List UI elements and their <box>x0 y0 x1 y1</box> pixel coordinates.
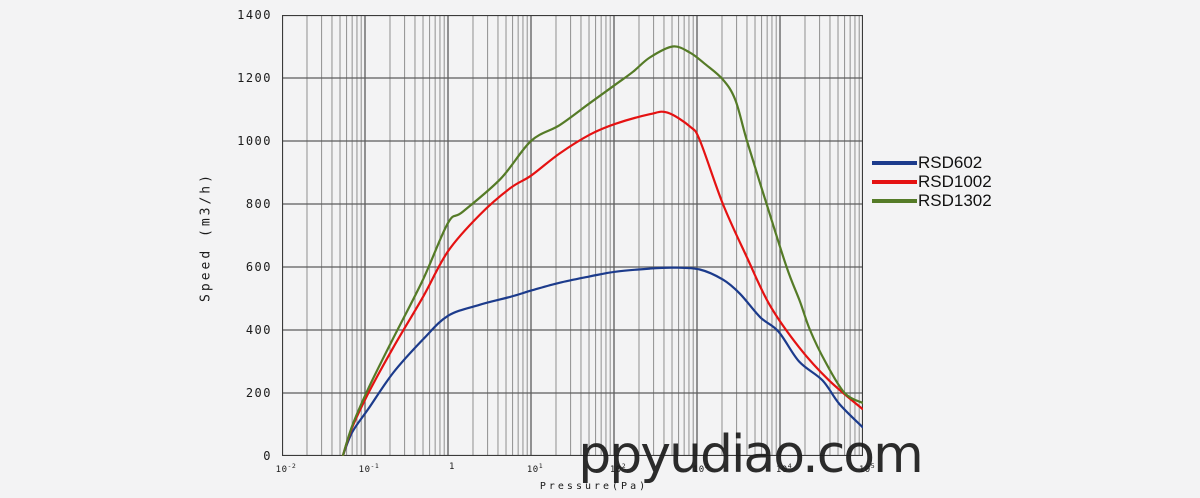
y-tick-label-600: 600 <box>245 260 272 274</box>
y-tick-label-400: 400 <box>245 323 272 337</box>
plot-area <box>282 15 863 456</box>
legend-item-rsd1302: RSD1302 <box>872 191 992 210</box>
y-tick-label-800: 800 <box>245 197 272 211</box>
x-tick-label-1: 1 <box>449 462 455 472</box>
y-tick-label-200: 200 <box>245 386 272 400</box>
y-tick-label-1200: 1200 <box>237 71 272 85</box>
y-axis-title-text: Speed (m3/h) <box>198 172 214 302</box>
x-tick-label-103: 103 <box>692 462 710 475</box>
legend-color-line-rsd602 <box>872 160 917 165</box>
x-tick-label-101: 101 <box>526 462 544 475</box>
x-tick-label-105: 105 <box>858 462 876 475</box>
legend-item-rsd1002: RSD1002 <box>872 172 992 191</box>
curve-rsd1302 <box>341 45 863 456</box>
legend-label-rsd602: RSD602 <box>918 152 983 172</box>
x-tick-label-104: 104 <box>775 462 793 475</box>
plot-border <box>282 15 863 456</box>
y-tick-label-0: 0 <box>263 449 272 463</box>
x-tick-label-10-2: 10-2 <box>275 462 297 475</box>
curve-rsd602 <box>341 266 863 456</box>
x-axis-title: Pressure(Pa) <box>539 481 649 492</box>
curve-rsd1002 <box>341 110 863 456</box>
legend-label-rsd1002: RSD1002 <box>918 171 992 191</box>
x-tick-label-10-1: 10-1 <box>358 462 380 475</box>
legend-item-rsd602: RSD602 <box>872 153 992 172</box>
legend-color-line-rsd1302 <box>872 198 917 203</box>
y-tick-label-1400: 1400 <box>237 8 272 22</box>
y-tick-label-1000: 1000 <box>237 134 272 148</box>
legend: RSD602 RSD1002 RSD1302 <box>872 153 992 210</box>
plot-svg <box>282 15 863 456</box>
x-tick-label-102: 102 <box>609 462 627 475</box>
legend-label-rsd1302: RSD1302 <box>918 190 992 210</box>
legend-color-line-rsd1002 <box>872 179 917 184</box>
watermark-text: ppyudiao.com <box>578 425 924 485</box>
